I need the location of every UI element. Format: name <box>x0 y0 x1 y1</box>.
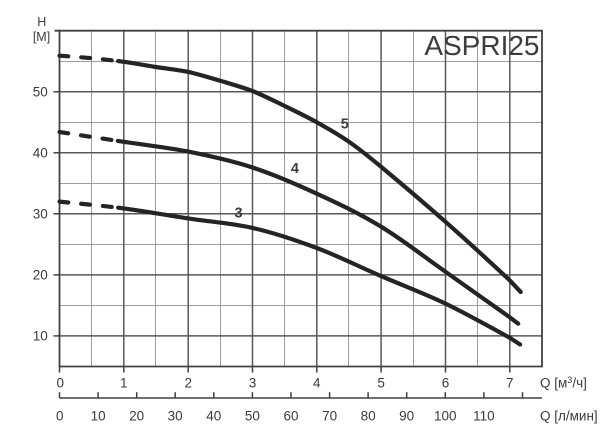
svg-text:10: 10 <box>91 408 106 423</box>
svg-text:[M]: [M] <box>33 30 50 44</box>
svg-text:ASPRI25: ASPRI25 <box>424 30 539 61</box>
svg-text:Q [л/мин]: Q [л/мин] <box>540 408 598 423</box>
svg-text:40: 40 <box>206 408 221 423</box>
svg-text:1: 1 <box>120 376 128 391</box>
svg-text:30: 30 <box>168 408 183 423</box>
svg-text:0: 0 <box>56 408 64 423</box>
svg-text:60: 60 <box>283 408 298 423</box>
svg-text:100: 100 <box>434 408 457 423</box>
svg-text:Q [м3/ч]: Q [м3/ч] <box>540 375 587 391</box>
svg-text:3: 3 <box>234 206 242 222</box>
svg-text:10: 10 <box>33 328 48 343</box>
svg-text:50: 50 <box>33 84 48 99</box>
svg-text:4: 4 <box>291 161 299 177</box>
svg-text:0: 0 <box>56 376 64 391</box>
svg-text:110: 110 <box>473 408 495 423</box>
svg-text:70: 70 <box>322 408 337 423</box>
svg-text:80: 80 <box>361 408 376 423</box>
svg-text:6: 6 <box>442 376 450 391</box>
svg-text:3: 3 <box>249 376 257 391</box>
svg-text:5: 5 <box>377 376 385 391</box>
svg-text:H: H <box>37 15 46 29</box>
svg-text:50: 50 <box>245 408 260 423</box>
svg-text:20: 20 <box>33 267 48 282</box>
svg-text:30: 30 <box>33 206 48 221</box>
svg-text:90: 90 <box>399 408 414 423</box>
svg-text:40: 40 <box>33 145 48 160</box>
svg-text:7: 7 <box>506 376 514 391</box>
svg-text:5: 5 <box>341 117 349 133</box>
svg-text:20: 20 <box>129 408 144 423</box>
svg-text:4: 4 <box>313 376 321 391</box>
svg-text:2: 2 <box>184 376 192 391</box>
